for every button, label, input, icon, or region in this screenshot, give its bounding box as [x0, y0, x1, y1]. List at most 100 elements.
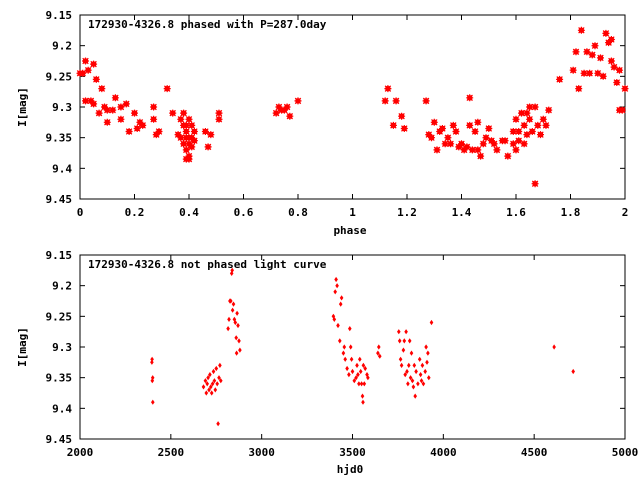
phased-data-point — [515, 137, 523, 145]
unphased-x-tick-label: 2500 — [158, 446, 185, 459]
unphased-data-point — [401, 347, 406, 353]
phased-data-point — [384, 85, 392, 93]
phased-data-point — [474, 146, 482, 154]
phased-data-point — [152, 131, 160, 139]
phased-data-point — [79, 69, 87, 77]
phased-x-tick-label: 0.2 — [125, 206, 145, 219]
phased-data-point — [111, 94, 119, 102]
phased-data-point — [488, 137, 495, 145]
phased-x-axis-label: phase — [333, 224, 366, 237]
unphased-data-point — [571, 368, 575, 375]
unphased-data-point — [349, 356, 354, 362]
phased-x-tick-label: 1.8 — [561, 206, 581, 219]
unphased-data-point — [150, 378, 155, 384]
phased-data-point — [605, 39, 613, 47]
phased-data-point — [512, 115, 520, 123]
phased-data-point — [92, 75, 100, 83]
unphased-axis-ticks: 2000 2500 3000 3500 4000 4500 5000 9.15 9.2 9.25 9… — [46, 249, 639, 459]
phased-data-point — [215, 115, 223, 123]
phased-data-point — [174, 131, 182, 139]
phased-data-point — [613, 79, 621, 86]
unphased-data-point — [227, 316, 231, 322]
unphased-data-point — [407, 338, 412, 344]
phased-data-point — [452, 128, 460, 135]
phased-x-tick-label: 0.8 — [288, 206, 308, 219]
phased-data-point — [430, 118, 438, 126]
unphased-data-point — [237, 338, 241, 344]
phased-data-point — [512, 146, 520, 154]
unphased-data-point — [413, 393, 417, 399]
phased-x-tick-label: 0.6 — [234, 206, 254, 219]
phased-data-point — [537, 131, 544, 139]
unphased-data-point — [403, 372, 407, 378]
unphased-data-point — [341, 350, 346, 356]
phased-data-point — [95, 109, 103, 117]
unphased-data-point — [416, 381, 420, 387]
phased-data-point — [482, 134, 490, 142]
phased-data-point — [428, 134, 435, 142]
unphased-data-point — [405, 368, 409, 375]
unphased-x-tick-label: 5000 — [612, 446, 639, 459]
phased-data-point — [458, 140, 465, 148]
phased-data-point — [84, 66, 92, 74]
phased-y-tick-label: 9.25 — [46, 70, 73, 83]
phased-data-point — [539, 115, 547, 123]
phased-data-point — [504, 152, 512, 160]
phased-data-point — [90, 60, 98, 68]
unphased-x-tick-label: 2000 — [67, 446, 94, 459]
unphased-data-point — [398, 356, 403, 362]
phased-data-point — [180, 109, 188, 117]
phased-data-point — [477, 152, 485, 160]
unphased-data-point — [343, 356, 347, 362]
phased-data-point — [591, 42, 599, 50]
phased-data-point — [207, 131, 215, 139]
unphased-data-point — [411, 384, 416, 390]
unphased-data-point — [365, 372, 369, 378]
phased-x-tick-label: 1.4 — [452, 206, 472, 219]
phased-y-tick-label: 9.35 — [46, 132, 73, 145]
phased-data-point — [425, 131, 433, 139]
phased-data-point — [621, 85, 629, 93]
unphased-data-point — [338, 301, 343, 307]
unphased-data-point — [345, 365, 349, 372]
phased-data-point — [215, 109, 223, 117]
unphased-data-point — [408, 375, 413, 381]
phased-y-tick-label: 9.3 — [52, 101, 72, 114]
phased-data-point — [103, 118, 111, 126]
phased-data-point — [597, 54, 604, 62]
phased-data-point — [272, 109, 280, 117]
unphased-data-point — [334, 276, 338, 283]
phased-data-point — [509, 128, 517, 135]
unphased-data-point — [210, 381, 215, 387]
phased-data-point — [583, 48, 591, 56]
unphased-y-axis-label: I[mag] — [16, 327, 29, 367]
unphased-data-point — [229, 270, 234, 276]
phased-x-tick-label: 1.6 — [506, 206, 526, 219]
phased-data-point — [588, 51, 596, 59]
phased-data-point — [556, 75, 564, 83]
unphased-data-point — [234, 335, 238, 341]
phased-data-point — [433, 146, 441, 154]
unphased-data-point — [354, 375, 358, 381]
unphased-data-point — [356, 372, 360, 378]
unphased-data-point — [209, 384, 213, 390]
phased-data-point — [131, 109, 138, 117]
unphased-data-point — [205, 381, 209, 387]
phased-data-point — [155, 128, 163, 135]
phased-data-point — [438, 125, 446, 132]
phased-data-point — [599, 72, 607, 80]
unphased-data-point — [427, 375, 431, 381]
unphased-data-point — [208, 372, 212, 378]
unphased-data-point — [229, 298, 233, 304]
phased-data-point — [182, 121, 190, 129]
phased-data-point — [294, 97, 302, 105]
unphased-x-tick-label: 4000 — [430, 446, 457, 459]
unphased-data-point — [424, 344, 428, 350]
phased-data-point — [520, 140, 528, 148]
unphased-data-point — [348, 344, 353, 350]
unphased-data-point — [332, 316, 337, 322]
unphased-data-point — [151, 399, 155, 405]
phased-data-point — [398, 112, 406, 120]
unphased-data-point — [209, 390, 214, 396]
